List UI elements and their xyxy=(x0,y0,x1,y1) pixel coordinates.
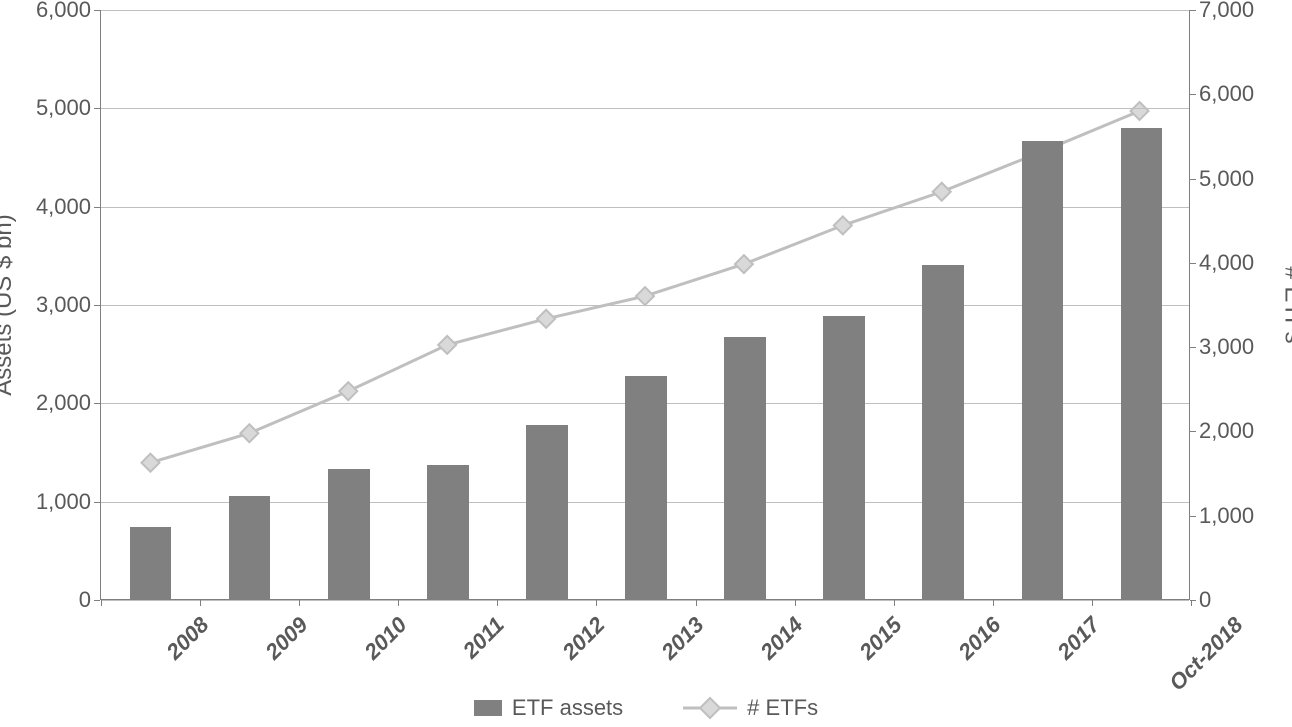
etf-chart: Assets (US $ bn) # ETFs 01,0002,0003,000… xyxy=(0,0,1292,727)
bar xyxy=(526,425,568,599)
line-marker xyxy=(438,336,456,354)
line-marker xyxy=(537,310,555,328)
x-tick-label: 2014 xyxy=(755,612,808,665)
gridline xyxy=(101,10,1189,11)
diamond-icon xyxy=(699,697,722,720)
y-left-tick-label: 6,000 xyxy=(36,0,101,23)
legend-swatch-line xyxy=(683,700,737,716)
x-tick-label: Oct-2018 xyxy=(1165,612,1249,696)
legend-item-line: # ETFs xyxy=(683,695,818,721)
gridline xyxy=(101,108,1189,109)
bar xyxy=(823,316,865,599)
legend-label-line: # ETFs xyxy=(747,695,818,721)
x-tick-label: 2016 xyxy=(954,612,1007,665)
line-marker xyxy=(735,255,753,273)
legend-label-bars: ETF assets xyxy=(512,695,623,721)
gridline xyxy=(101,600,1189,601)
legend-swatch-bar xyxy=(474,700,502,716)
bar xyxy=(625,376,667,599)
plot-area: 01,0002,0003,0004,0005,0006,00001,0002,0… xyxy=(100,10,1190,600)
bar xyxy=(328,469,370,599)
x-tick-label: 2017 xyxy=(1053,612,1106,665)
y-right-tick-label: 7,000 xyxy=(1189,0,1254,23)
line-marker xyxy=(636,287,654,305)
line-marker xyxy=(141,454,159,472)
y-right-tick-label: 6,000 xyxy=(1189,81,1254,107)
y-left-tick-label: 2,000 xyxy=(36,390,101,416)
bar xyxy=(1121,128,1163,599)
legend-item-bars: ETF assets xyxy=(474,695,623,721)
x-tick-label: 2012 xyxy=(557,612,610,665)
line-marker xyxy=(339,382,357,400)
x-tick-label: 2011 xyxy=(458,612,510,664)
line-marker xyxy=(240,424,258,442)
bar xyxy=(427,465,469,599)
y-right-tick-label: 5,000 xyxy=(1189,166,1254,192)
x-tick-label: 2008 xyxy=(161,612,214,665)
y-left-tick-label: 0 xyxy=(79,587,101,613)
line-marker xyxy=(1131,102,1149,120)
bar xyxy=(724,337,766,599)
y-right-axis-title: # ETFs xyxy=(1278,266,1292,343)
y-left-tick-label: 5,000 xyxy=(36,95,101,121)
line-marker xyxy=(933,183,951,201)
bar xyxy=(130,527,172,599)
x-tick-label: 2009 xyxy=(260,612,313,665)
x-tick-label: 2013 xyxy=(656,612,709,665)
y-right-tick-label: 0 xyxy=(1189,587,1211,613)
y-right-tick-label: 3,000 xyxy=(1189,334,1254,360)
y-right-tick-label: 4,000 xyxy=(1189,250,1254,276)
bar xyxy=(229,496,271,599)
y-left-tick-label: 3,000 xyxy=(36,292,101,318)
y-left-tick-label: 4,000 xyxy=(36,194,101,220)
y-left-tick-label: 1,000 xyxy=(36,489,101,515)
bar xyxy=(1022,141,1064,599)
y-right-tick-label: 1,000 xyxy=(1189,503,1254,529)
legend: ETF assets # ETFs xyxy=(0,695,1292,721)
line-marker xyxy=(834,216,852,234)
y-right-tick-label: 2,000 xyxy=(1189,418,1254,444)
x-tick-label: 2015 xyxy=(855,612,908,665)
x-tick-label: 2010 xyxy=(359,612,412,665)
y-left-axis-title: Assets (US $ bn) xyxy=(0,214,18,395)
bar xyxy=(922,265,964,599)
